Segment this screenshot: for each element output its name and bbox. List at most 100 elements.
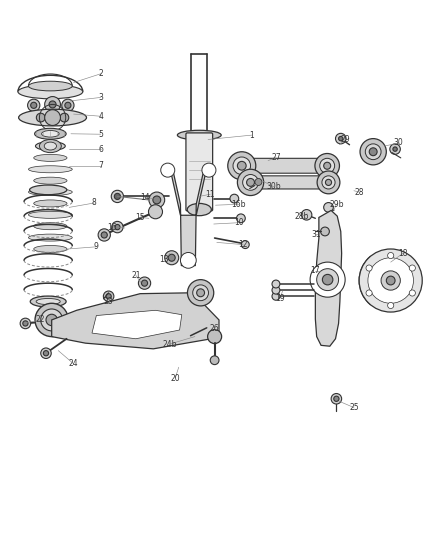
Circle shape [241,241,249,248]
Circle shape [180,253,196,268]
Ellipse shape [30,296,66,307]
Circle shape [390,144,400,155]
Ellipse shape [28,166,72,173]
Text: 15: 15 [135,213,145,222]
Circle shape [360,139,386,165]
Circle shape [255,179,262,185]
Text: 16: 16 [107,223,117,231]
Circle shape [228,152,256,180]
Circle shape [247,179,254,187]
Text: 12: 12 [238,240,248,249]
Circle shape [36,113,45,122]
Text: 1: 1 [250,131,254,140]
Circle shape [23,321,28,326]
Circle shape [168,254,175,261]
Circle shape [237,214,245,223]
Ellipse shape [28,189,72,196]
Ellipse shape [35,142,65,150]
Circle shape [317,269,339,290]
Circle shape [393,147,397,151]
Text: 18: 18 [398,249,408,258]
Circle shape [315,154,339,178]
Polygon shape [315,211,342,346]
Circle shape [237,169,264,196]
Text: 29b: 29b [329,200,344,209]
Circle shape [60,113,69,122]
Circle shape [161,163,175,177]
Text: 17: 17 [311,266,320,276]
FancyBboxPatch shape [186,133,213,211]
Text: 5: 5 [98,130,103,139]
Text: 8: 8 [92,198,96,207]
Text: 30: 30 [394,139,403,148]
Text: 28: 28 [354,188,364,197]
Circle shape [28,99,40,111]
Text: 2: 2 [99,69,103,78]
Circle shape [368,258,413,303]
Ellipse shape [34,177,67,184]
Circle shape [165,251,179,265]
Circle shape [41,309,63,331]
Text: 24b: 24b [162,340,177,349]
Text: 14: 14 [140,193,149,202]
Circle shape [106,294,111,299]
Circle shape [339,136,343,141]
Circle shape [208,329,222,344]
Circle shape [98,229,110,241]
Text: 3: 3 [98,93,103,102]
Circle shape [272,286,280,294]
Text: 22: 22 [36,316,46,325]
Text: 9: 9 [94,243,99,251]
Circle shape [359,249,422,312]
Text: 28b: 28b [294,212,308,221]
Circle shape [35,303,68,336]
Circle shape [149,192,165,208]
Circle shape [272,280,280,288]
Circle shape [43,351,49,356]
Ellipse shape [28,234,72,241]
Circle shape [141,280,148,286]
Circle shape [187,280,214,306]
Ellipse shape [177,130,221,140]
Circle shape [65,102,71,108]
Circle shape [317,171,340,194]
Circle shape [369,148,377,156]
Circle shape [45,110,60,125]
Ellipse shape [36,298,60,304]
Circle shape [41,348,51,359]
Circle shape [386,276,395,285]
Ellipse shape [35,128,66,139]
Circle shape [46,314,57,326]
Circle shape [331,393,342,404]
Ellipse shape [39,140,61,152]
Circle shape [324,203,333,212]
Text: 25: 25 [349,403,359,412]
Ellipse shape [34,246,67,253]
Wedge shape [359,256,391,305]
Circle shape [322,176,335,189]
Text: 11: 11 [205,190,215,199]
Circle shape [243,174,258,190]
Circle shape [233,157,251,174]
Text: 16b: 16b [231,200,246,209]
Text: 6: 6 [98,144,103,154]
Circle shape [272,292,280,300]
Text: 19: 19 [276,294,285,303]
Text: 13: 13 [159,255,169,264]
Circle shape [148,205,162,219]
Ellipse shape [34,200,67,207]
Circle shape [336,133,346,144]
Text: 20: 20 [170,374,180,383]
Circle shape [409,290,415,296]
Circle shape [210,356,219,365]
Circle shape [197,289,205,297]
Ellipse shape [42,131,59,137]
Circle shape [101,232,107,238]
Text: 31: 31 [311,230,321,239]
Circle shape [115,224,120,230]
Ellipse shape [28,211,72,219]
Circle shape [193,285,208,301]
Circle shape [366,265,372,271]
Circle shape [388,253,394,259]
Text: 7: 7 [98,161,103,170]
